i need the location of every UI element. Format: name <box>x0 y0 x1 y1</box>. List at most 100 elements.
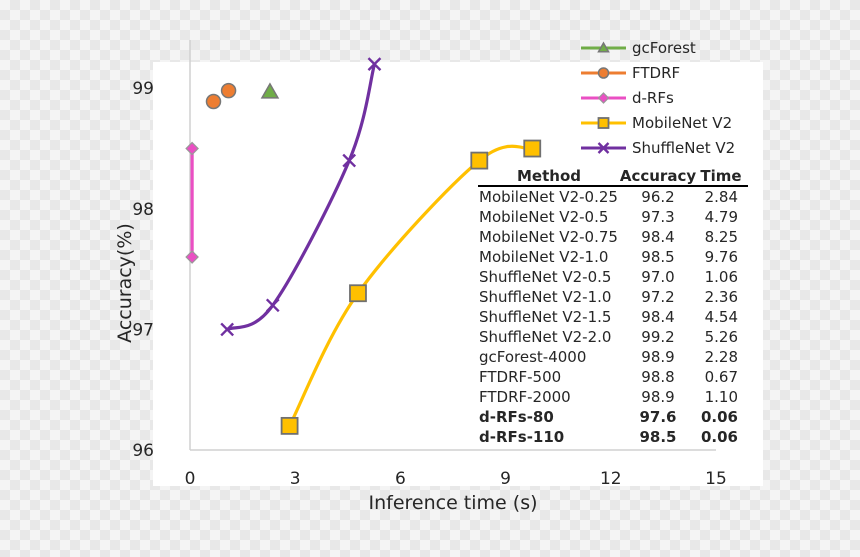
y-tick-label: 99 <box>132 79 154 99</box>
table-cell: MobileNet V2-0.5 <box>479 208 608 226</box>
table-row: MobileNet V2-1.0 98.5 9.76 <box>479 248 738 266</box>
data-point-square <box>597 117 610 129</box>
data-point-diamond <box>185 250 199 264</box>
data-point-square <box>280 416 299 435</box>
series-line <box>288 144 533 427</box>
table-cell: 96.2 <box>641 188 674 206</box>
x-tick-label: 9 <box>500 469 511 489</box>
table-cell: 4.79 <box>705 208 738 226</box>
series-line <box>226 63 376 331</box>
series-mobilenet-v2 <box>280 139 542 435</box>
data-point-square <box>470 151 489 170</box>
data-point-x <box>367 57 382 71</box>
table-cell: 0.06 <box>701 408 738 426</box>
table-cell: ShuffleNet V2-2.0 <box>479 328 611 346</box>
data-point-circle <box>220 82 237 99</box>
table-cell: d-RFs-80 <box>479 408 554 426</box>
y-tick-label: 97 <box>132 320 154 340</box>
legend-item: d-RFs <box>581 89 674 107</box>
legend-label: d-RFs <box>632 89 674 107</box>
table-cell: 98.9 <box>641 388 674 406</box>
legend-item: gcForest <box>581 39 696 57</box>
table-cell: d-RFs-110 <box>479 428 564 446</box>
table-cell: 9.76 <box>705 248 738 266</box>
table-cell: 99.2 <box>641 328 674 346</box>
x-tick-label: 0 <box>185 469 196 489</box>
legend-item: ShuffleNet V2 <box>581 139 735 157</box>
table-cell: 97.0 <box>641 268 674 286</box>
legend-label: ShuffleNet V2 <box>632 139 735 157</box>
y-tick-labels: 96 97 98 99 <box>132 79 154 461</box>
table-cell: 4.54 <box>705 308 738 326</box>
series-layer <box>185 57 542 435</box>
y-axis-title: Accuracy(%) <box>114 223 136 343</box>
data-point-square <box>523 139 542 158</box>
table-cell: 8.25 <box>705 228 738 246</box>
table-header: Accuracy <box>620 167 696 185</box>
table-cell: 2.84 <box>705 188 738 206</box>
table-row: ShuffleNet V2-1.5 98.4 4.54 <box>479 308 738 326</box>
table-cell: 97.6 <box>639 408 676 426</box>
table-cell: 2.28 <box>705 348 738 366</box>
table-cell: 0.67 <box>705 368 738 386</box>
data-point-x <box>597 142 610 154</box>
legend-label: gcForest <box>632 39 696 57</box>
plot-background <box>153 62 763 486</box>
data-point-circle <box>205 93 222 110</box>
table-cell: MobileNet V2-0.75 <box>479 228 618 246</box>
table-cell: FTDRF-2000 <box>479 388 571 406</box>
series-gcforest <box>260 82 280 99</box>
data-point-diamond <box>185 141 199 156</box>
data-point-diamond <box>597 92 610 104</box>
legend-label: FTDRF <box>632 64 680 82</box>
x-tick-labels: 0 3 6 9 12 15 <box>185 469 727 489</box>
y-tick-label: 96 <box>132 441 154 461</box>
table-row: ShuffleNet V2-0.5 97.0 1.06 <box>479 268 738 286</box>
table-cell: 1.06 <box>705 268 738 286</box>
legend-item: FTDRF <box>581 64 680 82</box>
table-cell: 0.06 <box>701 428 738 446</box>
table-cell: 2.36 <box>705 288 738 306</box>
table-cell: MobileNet V2-0.25 <box>479 188 618 206</box>
y-tick-label: 98 <box>132 200 154 220</box>
table-cell: ShuffleNet V2-1.0 <box>479 288 611 306</box>
data-point-x <box>220 322 235 337</box>
data-point-x <box>342 153 357 168</box>
table-cell: 5.26 <box>705 328 738 346</box>
table-cell: ShuffleNet V2-0.5 <box>479 268 611 286</box>
table-cell: 98.8 <box>641 368 674 386</box>
legend-item: MobileNet V2 <box>581 114 732 132</box>
data-point-square <box>349 284 367 303</box>
x-tick-label: 15 <box>705 469 727 489</box>
legend: gcForest FTDRF d-RFs MobileNet V2 ShuffleNet… <box>581 39 735 157</box>
data-point-triangle <box>597 41 610 53</box>
table-cell: 98.4 <box>641 228 674 246</box>
x-tick-label: 3 <box>290 469 301 489</box>
table-cell: 98.9 <box>641 348 674 366</box>
table-cell: 98.5 <box>639 428 676 446</box>
table-cell: ShuffleNet V2-1.5 <box>479 308 611 326</box>
table-row: MobileNet V2-0.25 96.2 2.84 <box>479 188 738 206</box>
table-cell: 98.5 <box>641 248 674 266</box>
table-row: gcForest-4000 98.9 2.28 <box>479 348 738 366</box>
table-cell: 98.4 <box>641 308 674 326</box>
legend-label: MobileNet V2 <box>632 114 732 132</box>
table-row: MobileNet V2-0.5 97.3 4.79 <box>479 208 738 226</box>
table-row: ShuffleNet V2-1.0 97.2 2.36 <box>479 288 738 306</box>
data-table: Method Accuracy Time MobileNet V2-0.25 96.2 2… <box>478 167 748 446</box>
series-shufflenet-v2 <box>220 57 382 337</box>
table-header: Time <box>700 167 741 185</box>
table-cell: FTDRF-500 <box>479 368 561 386</box>
table-cell: 97.2 <box>641 288 674 306</box>
table-row: d-RFs-110 98.5 0.06 <box>479 428 738 446</box>
x-axis-title: Inference time (s) <box>368 492 537 514</box>
table-cell: 97.3 <box>641 208 674 226</box>
table-row: d-RFs-80 97.6 0.06 <box>479 408 738 426</box>
x-tick-label: 12 <box>600 469 622 489</box>
series-ftdrf <box>205 82 237 110</box>
data-point-x <box>265 298 280 313</box>
series-d-rfs <box>185 141 199 264</box>
data-point-circle <box>597 67 610 79</box>
